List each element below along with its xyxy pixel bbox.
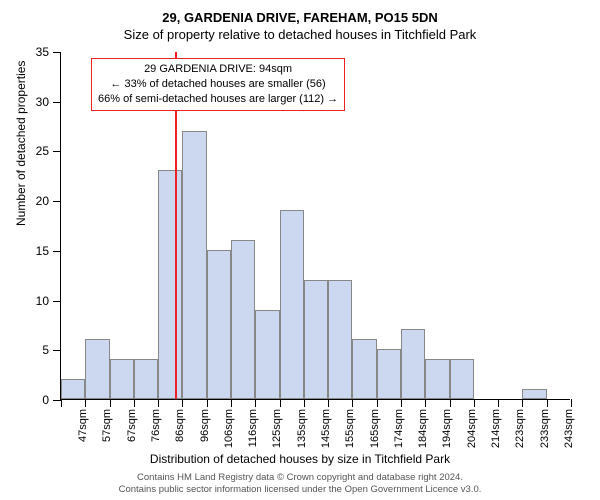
x-tick-label: 194sqm <box>441 409 453 448</box>
x-tick <box>498 399 499 407</box>
chart-grid: 0510152025303547sqm57sqm67sqm76sqm86sqm9… <box>60 52 570 400</box>
y-tick <box>53 102 61 103</box>
x-tick-label: 155sqm <box>344 409 356 448</box>
histogram-bar <box>280 210 304 399</box>
x-tick-label: 47sqm <box>77 409 89 442</box>
x-tick <box>207 399 208 407</box>
histogram-bar <box>425 359 449 399</box>
histogram-bar <box>450 359 474 399</box>
x-tick-label: 76sqm <box>150 409 162 442</box>
x-tick-label: 233sqm <box>539 409 551 448</box>
x-tick-label: 96sqm <box>199 409 211 442</box>
y-tick <box>53 301 61 302</box>
x-tick-label: 204sqm <box>466 409 478 448</box>
x-tick-label: 135sqm <box>296 409 308 448</box>
chart-title-main: 29, GARDENIA DRIVE, FAREHAM, PO15 5DN <box>0 0 600 25</box>
x-tick-label: 86sqm <box>174 409 186 442</box>
y-tick <box>53 251 61 252</box>
x-tick <box>134 399 135 407</box>
histogram-bar <box>304 280 328 399</box>
x-tick <box>231 399 232 407</box>
x-tick-label: 165sqm <box>369 409 381 448</box>
annotation-line3: 66% of semi-detached houses are larger (… <box>98 92 338 107</box>
x-tick <box>110 399 111 407</box>
y-axis-title: Number of detached properties <box>14 61 28 226</box>
x-tick-label: 57sqm <box>101 409 113 442</box>
histogram-bar <box>522 389 546 399</box>
x-axis-title: Distribution of detached houses by size … <box>0 452 600 466</box>
x-tick-label: 125sqm <box>271 409 283 448</box>
y-tick-label: 35 <box>36 45 49 59</box>
x-tick <box>61 399 62 407</box>
histogram-bar <box>110 359 134 399</box>
histogram-bar <box>352 339 376 399</box>
x-tick <box>280 399 281 407</box>
x-tick <box>352 399 353 407</box>
footer-attribution: Contains HM Land Registry data © Crown c… <box>0 472 600 496</box>
x-tick <box>158 399 159 407</box>
y-tick-label: 5 <box>42 343 49 357</box>
x-tick <box>522 399 523 407</box>
x-tick <box>304 399 305 407</box>
histogram-bar <box>255 310 279 399</box>
x-tick <box>255 399 256 407</box>
x-tick-label: 67sqm <box>126 409 138 442</box>
histogram-bar <box>182 131 206 399</box>
x-tick-label: 145sqm <box>320 409 332 448</box>
x-tick <box>328 399 329 407</box>
y-tick <box>53 52 61 53</box>
x-tick <box>182 399 183 407</box>
y-tick-label: 20 <box>36 194 49 208</box>
histogram-bar <box>134 359 158 399</box>
x-tick <box>401 399 402 407</box>
x-tick-label: 223sqm <box>514 409 526 448</box>
annotation-line2: ← 33% of detached houses are smaller (56… <box>98 77 338 92</box>
footer-line1: Contains HM Land Registry data © Crown c… <box>0 472 600 484</box>
x-tick <box>547 399 548 407</box>
x-tick <box>85 399 86 407</box>
footer-line2: Contains public sector information licen… <box>0 484 600 496</box>
x-tick <box>377 399 378 407</box>
x-tick-label: 243sqm <box>563 409 575 448</box>
y-tick-label: 15 <box>36 244 49 258</box>
x-tick-label: 116sqm <box>247 409 259 447</box>
x-tick-label: 184sqm <box>417 409 429 448</box>
x-tick <box>450 399 451 407</box>
plot-area: 0510152025303547sqm57sqm67sqm76sqm86sqm9… <box>60 52 570 400</box>
y-tick-label: 25 <box>36 144 49 158</box>
x-tick-label: 214sqm <box>490 409 502 448</box>
annotation-line1: 29 GARDENIA DRIVE: 94sqm <box>98 62 338 77</box>
x-tick <box>425 399 426 407</box>
y-tick <box>53 400 61 401</box>
annotation-box: 29 GARDENIA DRIVE: 94sqm← 33% of detache… <box>91 58 345 111</box>
histogram-bar <box>231 240 255 399</box>
x-tick-label: 106sqm <box>223 409 235 448</box>
histogram-bar <box>85 339 109 399</box>
histogram-bar <box>158 170 182 399</box>
y-tick <box>53 201 61 202</box>
y-tick-label: 0 <box>42 393 49 407</box>
y-tick-label: 10 <box>36 294 49 308</box>
histogram-bar <box>401 329 425 399</box>
y-tick <box>53 350 61 351</box>
x-tick-label: 174sqm <box>393 409 405 448</box>
histogram-bar <box>328 280 352 399</box>
histogram-bar <box>207 250 231 399</box>
y-tick-label: 30 <box>36 95 49 109</box>
chart-title-sub: Size of property relative to detached ho… <box>0 25 600 42</box>
x-tick <box>571 399 572 407</box>
histogram-bar <box>61 379 85 399</box>
x-tick <box>474 399 475 407</box>
histogram-bar <box>377 349 401 399</box>
y-tick <box>53 151 61 152</box>
